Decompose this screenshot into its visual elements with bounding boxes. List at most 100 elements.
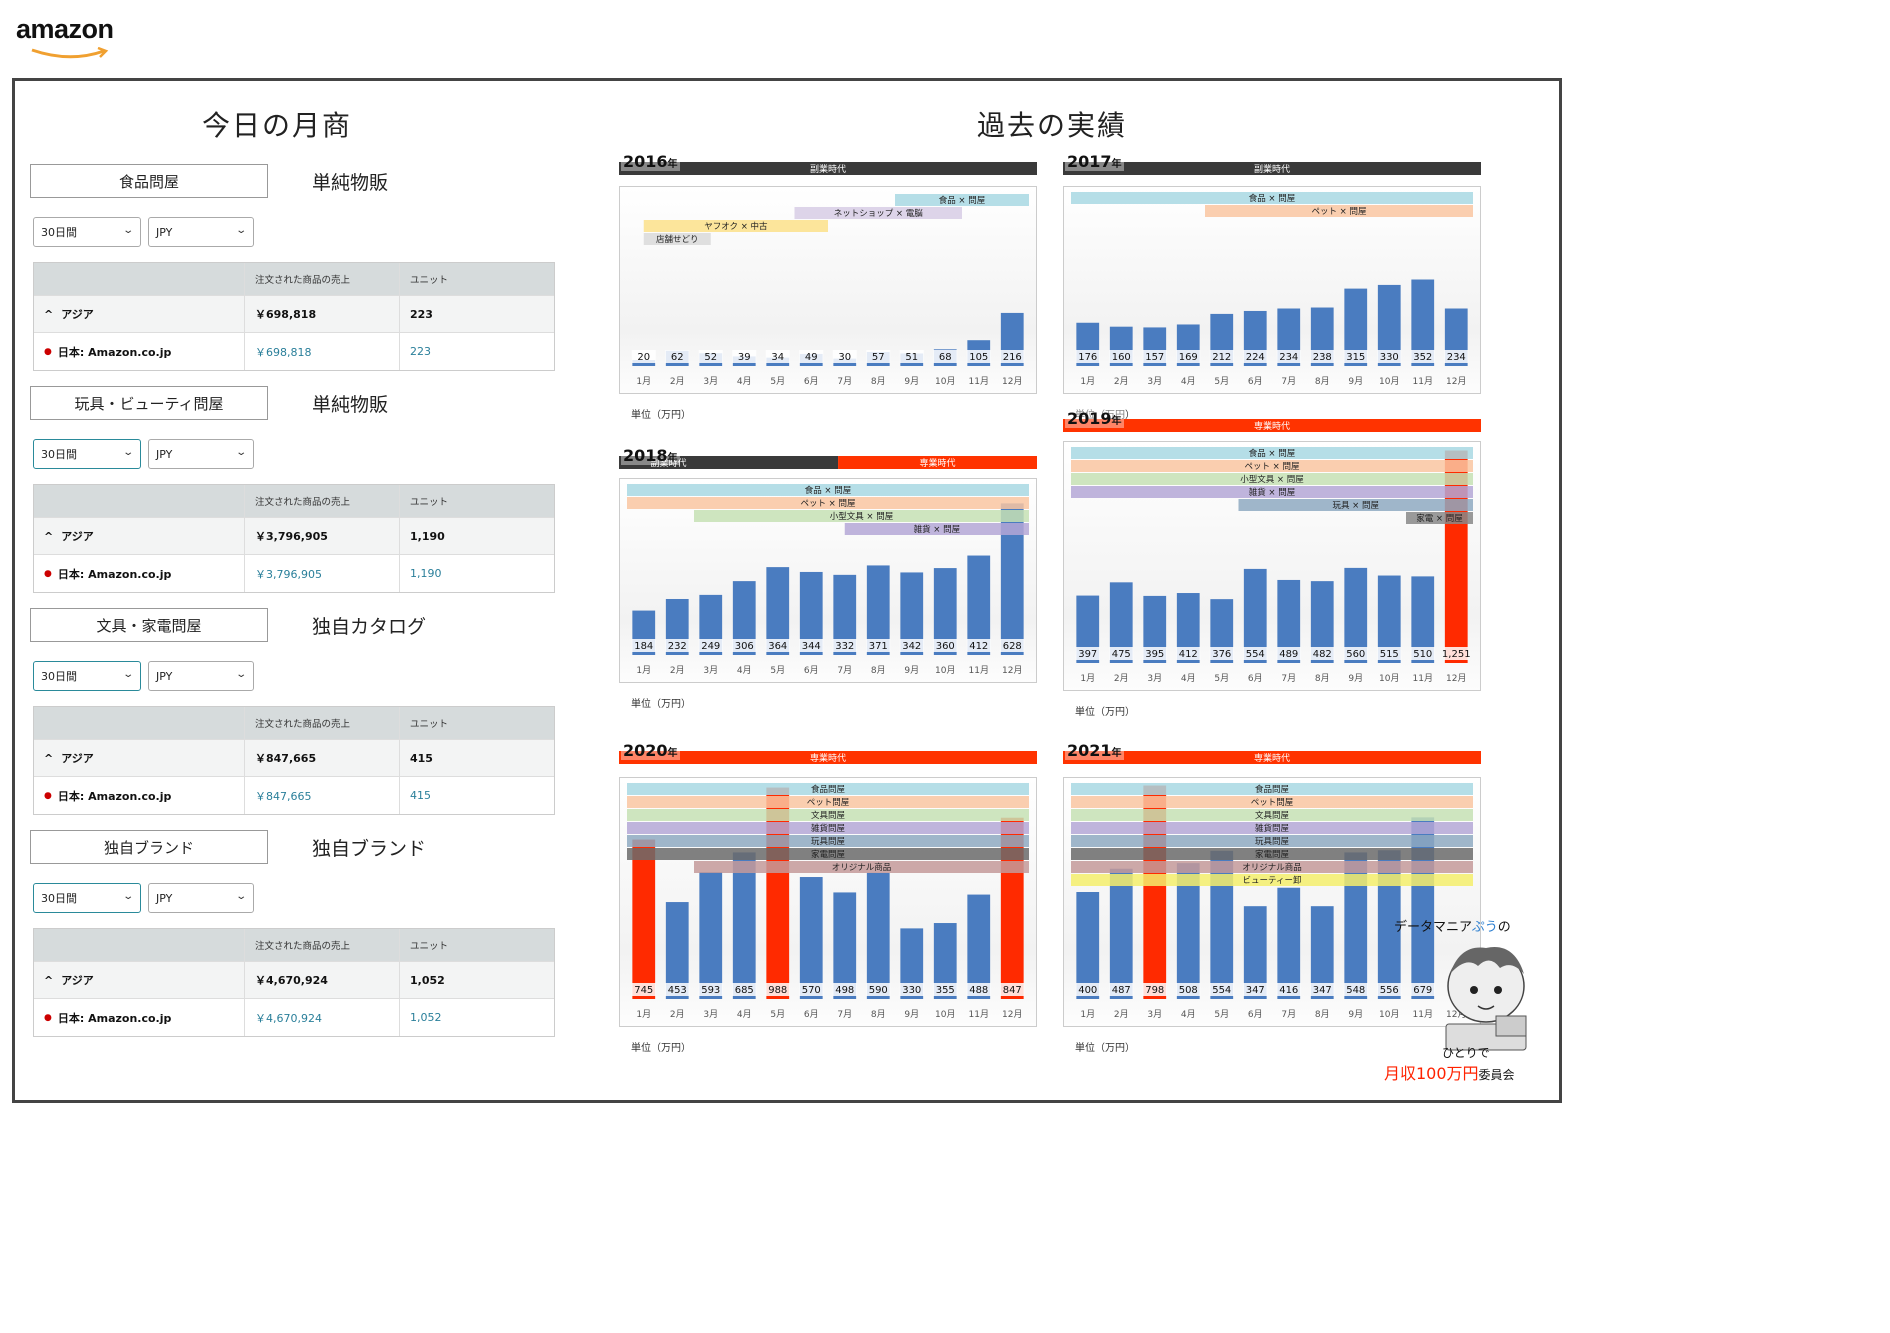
currency-select[interactable]: JPY ⌄ xyxy=(148,217,254,247)
mascot-illustration-icon xyxy=(1445,947,1527,1051)
period-select[interactable]: 30日間 ⌄ xyxy=(33,217,141,247)
value-label-bg xyxy=(1343,647,1368,660)
band-label: 雑貨 × 問屋 xyxy=(914,524,961,535)
value-label: 232 xyxy=(668,641,687,652)
value-label: 745 xyxy=(634,985,653,996)
store-type: 単純物販 xyxy=(312,394,389,416)
period-select[interactable]: 30日間 ⌄ xyxy=(33,439,141,469)
collapse-icon[interactable]: ^ xyxy=(44,751,54,765)
business-band xyxy=(1071,822,1473,834)
tick-label: 2月 xyxy=(1114,1009,1129,1020)
sales-table: 注文された商品の売上 ユニット ^ アジア ￥698,818 223 ● 日本: A… xyxy=(33,262,555,371)
sales-chart-2020: 専業時代 745 453 593 685 988 570 498 590 330 355 488 847… xyxy=(619,741,1037,1067)
header-cell xyxy=(34,707,244,739)
period-select[interactable]: 30日間 ⌄ xyxy=(33,661,141,691)
tick-label: 1月 xyxy=(1080,1009,1095,1020)
sales-chart-2017: 副業時代 176 160 157 169 212 224 234 238 315 330 352 234… xyxy=(1063,152,1481,434)
marketplace-units[interactable]: 223 xyxy=(399,333,556,370)
header-cell xyxy=(34,263,244,295)
value-label: 176 xyxy=(1078,352,1097,363)
tick-label: 3月 xyxy=(1147,673,1162,684)
tick-label: 5月 xyxy=(1214,673,1229,684)
year-suffix: 年 xyxy=(1111,748,1122,759)
business-band xyxy=(1071,460,1473,472)
bar-9月 xyxy=(1344,852,1368,999)
tick-label: 11月 xyxy=(969,376,989,387)
currency-select[interactable]: JPY ⌄ xyxy=(148,883,254,913)
value-label: 39 xyxy=(738,352,751,363)
value-label-bg xyxy=(698,639,723,652)
marketplace-label: 日本: Amazon.co.jp xyxy=(57,345,172,359)
value-label-bg xyxy=(1109,647,1134,660)
period-select[interactable]: 30日間 ⌄ xyxy=(33,883,141,913)
band-label: ペット × 問屋 xyxy=(1311,207,1367,217)
collapse-icon[interactable]: ^ xyxy=(44,973,54,987)
year-label: 2018年 xyxy=(621,446,680,465)
bar-3月 xyxy=(699,872,723,999)
tick-label: 7月 xyxy=(837,1009,852,1020)
bar-11月 xyxy=(1411,279,1435,366)
marketplace-units[interactable]: 415 xyxy=(399,777,556,814)
value-label: 352 xyxy=(1413,352,1432,363)
currency-select[interactable]: JPY ⌄ xyxy=(148,661,254,691)
value-label-bg xyxy=(765,983,790,996)
bar-12月 xyxy=(1000,503,1024,655)
value-label-bg xyxy=(933,983,958,996)
table-row: ● 日本: Amazon.co.jp ￥3,796,905 1,190 xyxy=(34,555,554,592)
business-band xyxy=(627,835,1029,847)
value-label-bg xyxy=(1310,647,1335,660)
marketplace-units[interactable]: 1,190 xyxy=(399,555,556,592)
value-label-bg xyxy=(1209,647,1234,660)
currency-select[interactable]: JPY ⌄ xyxy=(148,439,254,469)
sales-table: 注文された商品の売上 ユニット ^ アジア ￥847,665 415 ● 日本: A… xyxy=(33,706,555,815)
bar-11月 xyxy=(967,894,991,999)
band-label: 玩具問屋 xyxy=(1255,837,1290,847)
value-label: 510 xyxy=(1413,649,1432,660)
tick-label: 11月 xyxy=(1413,673,1433,684)
table-row: ● 日本: Amazon.co.jp ￥698,818 223 xyxy=(34,333,554,370)
value-label: 376 xyxy=(1212,649,1231,660)
table-row[interactable]: ^ アジア ￥3,796,905 1,190 xyxy=(34,518,554,555)
tick-label: 5月 xyxy=(770,665,785,676)
value-label: 355 xyxy=(936,985,955,996)
band-label: 食品 × 問屋 xyxy=(805,485,852,496)
business-band xyxy=(627,796,1029,808)
value-label: 515 xyxy=(1380,649,1399,660)
marketplace-sales[interactable]: ￥4,670,924 xyxy=(244,999,399,1036)
tick-label: 3月 xyxy=(703,1009,718,1020)
value-label: 628 xyxy=(1003,641,1022,652)
unit-label: 単位（万円） xyxy=(1075,410,1135,421)
value-label-bg xyxy=(1000,639,1025,652)
tick-label: 9月 xyxy=(904,376,919,387)
table-row[interactable]: ^ アジア ￥698,818 223 xyxy=(34,296,554,333)
bar-4月 xyxy=(1176,863,1200,999)
table-row[interactable]: ^ アジア ￥4,670,924 1,052 xyxy=(34,962,554,999)
collapse-icon[interactable]: ^ xyxy=(44,307,54,321)
value-label-bg xyxy=(799,350,824,363)
unit-label: 単位（万円） xyxy=(1075,1043,1135,1054)
marketplace-sales[interactable]: ￥698,818 xyxy=(244,333,399,370)
bar-10月 xyxy=(1377,284,1401,366)
value-label-bg xyxy=(665,983,690,996)
value-label: 487 xyxy=(1112,985,1131,996)
tick-label: 7月 xyxy=(1281,673,1296,684)
chevron-down-icon: ⌄ xyxy=(121,447,134,458)
marketplace-units[interactable]: 1,052 xyxy=(399,999,556,1036)
collapse-icon[interactable]: ^ xyxy=(44,529,54,543)
sales-chart-2018: 副業時代 専業時代 184 232 249 306 364 344 332 371 342 360 41… xyxy=(619,446,1037,723)
sales-chart-2019: 専業時代 397 475 395 412 376 554 489 482 560 515 510 1,2… xyxy=(1063,409,1481,731)
value-label-bg xyxy=(732,639,757,652)
value-label-bg xyxy=(1176,983,1201,996)
band-label: ペット × 問屋 xyxy=(1244,462,1300,472)
tick-label: 6月 xyxy=(1248,673,1263,684)
table-row[interactable]: ^ アジア ￥847,665 415 xyxy=(34,740,554,777)
tick-label: 5月 xyxy=(1214,1009,1229,1020)
bar-10月 xyxy=(1377,850,1401,999)
marketplace-label: 日本: Amazon.co.jp xyxy=(57,567,172,581)
bar-10月 xyxy=(933,568,957,655)
marketplace-sales[interactable]: ￥3,796,905 xyxy=(244,555,399,592)
value-label: 412 xyxy=(1179,649,1198,660)
bar-3月 xyxy=(1143,595,1167,663)
business-band xyxy=(1071,447,1473,459)
marketplace-sales[interactable]: ￥847,665 xyxy=(244,777,399,814)
